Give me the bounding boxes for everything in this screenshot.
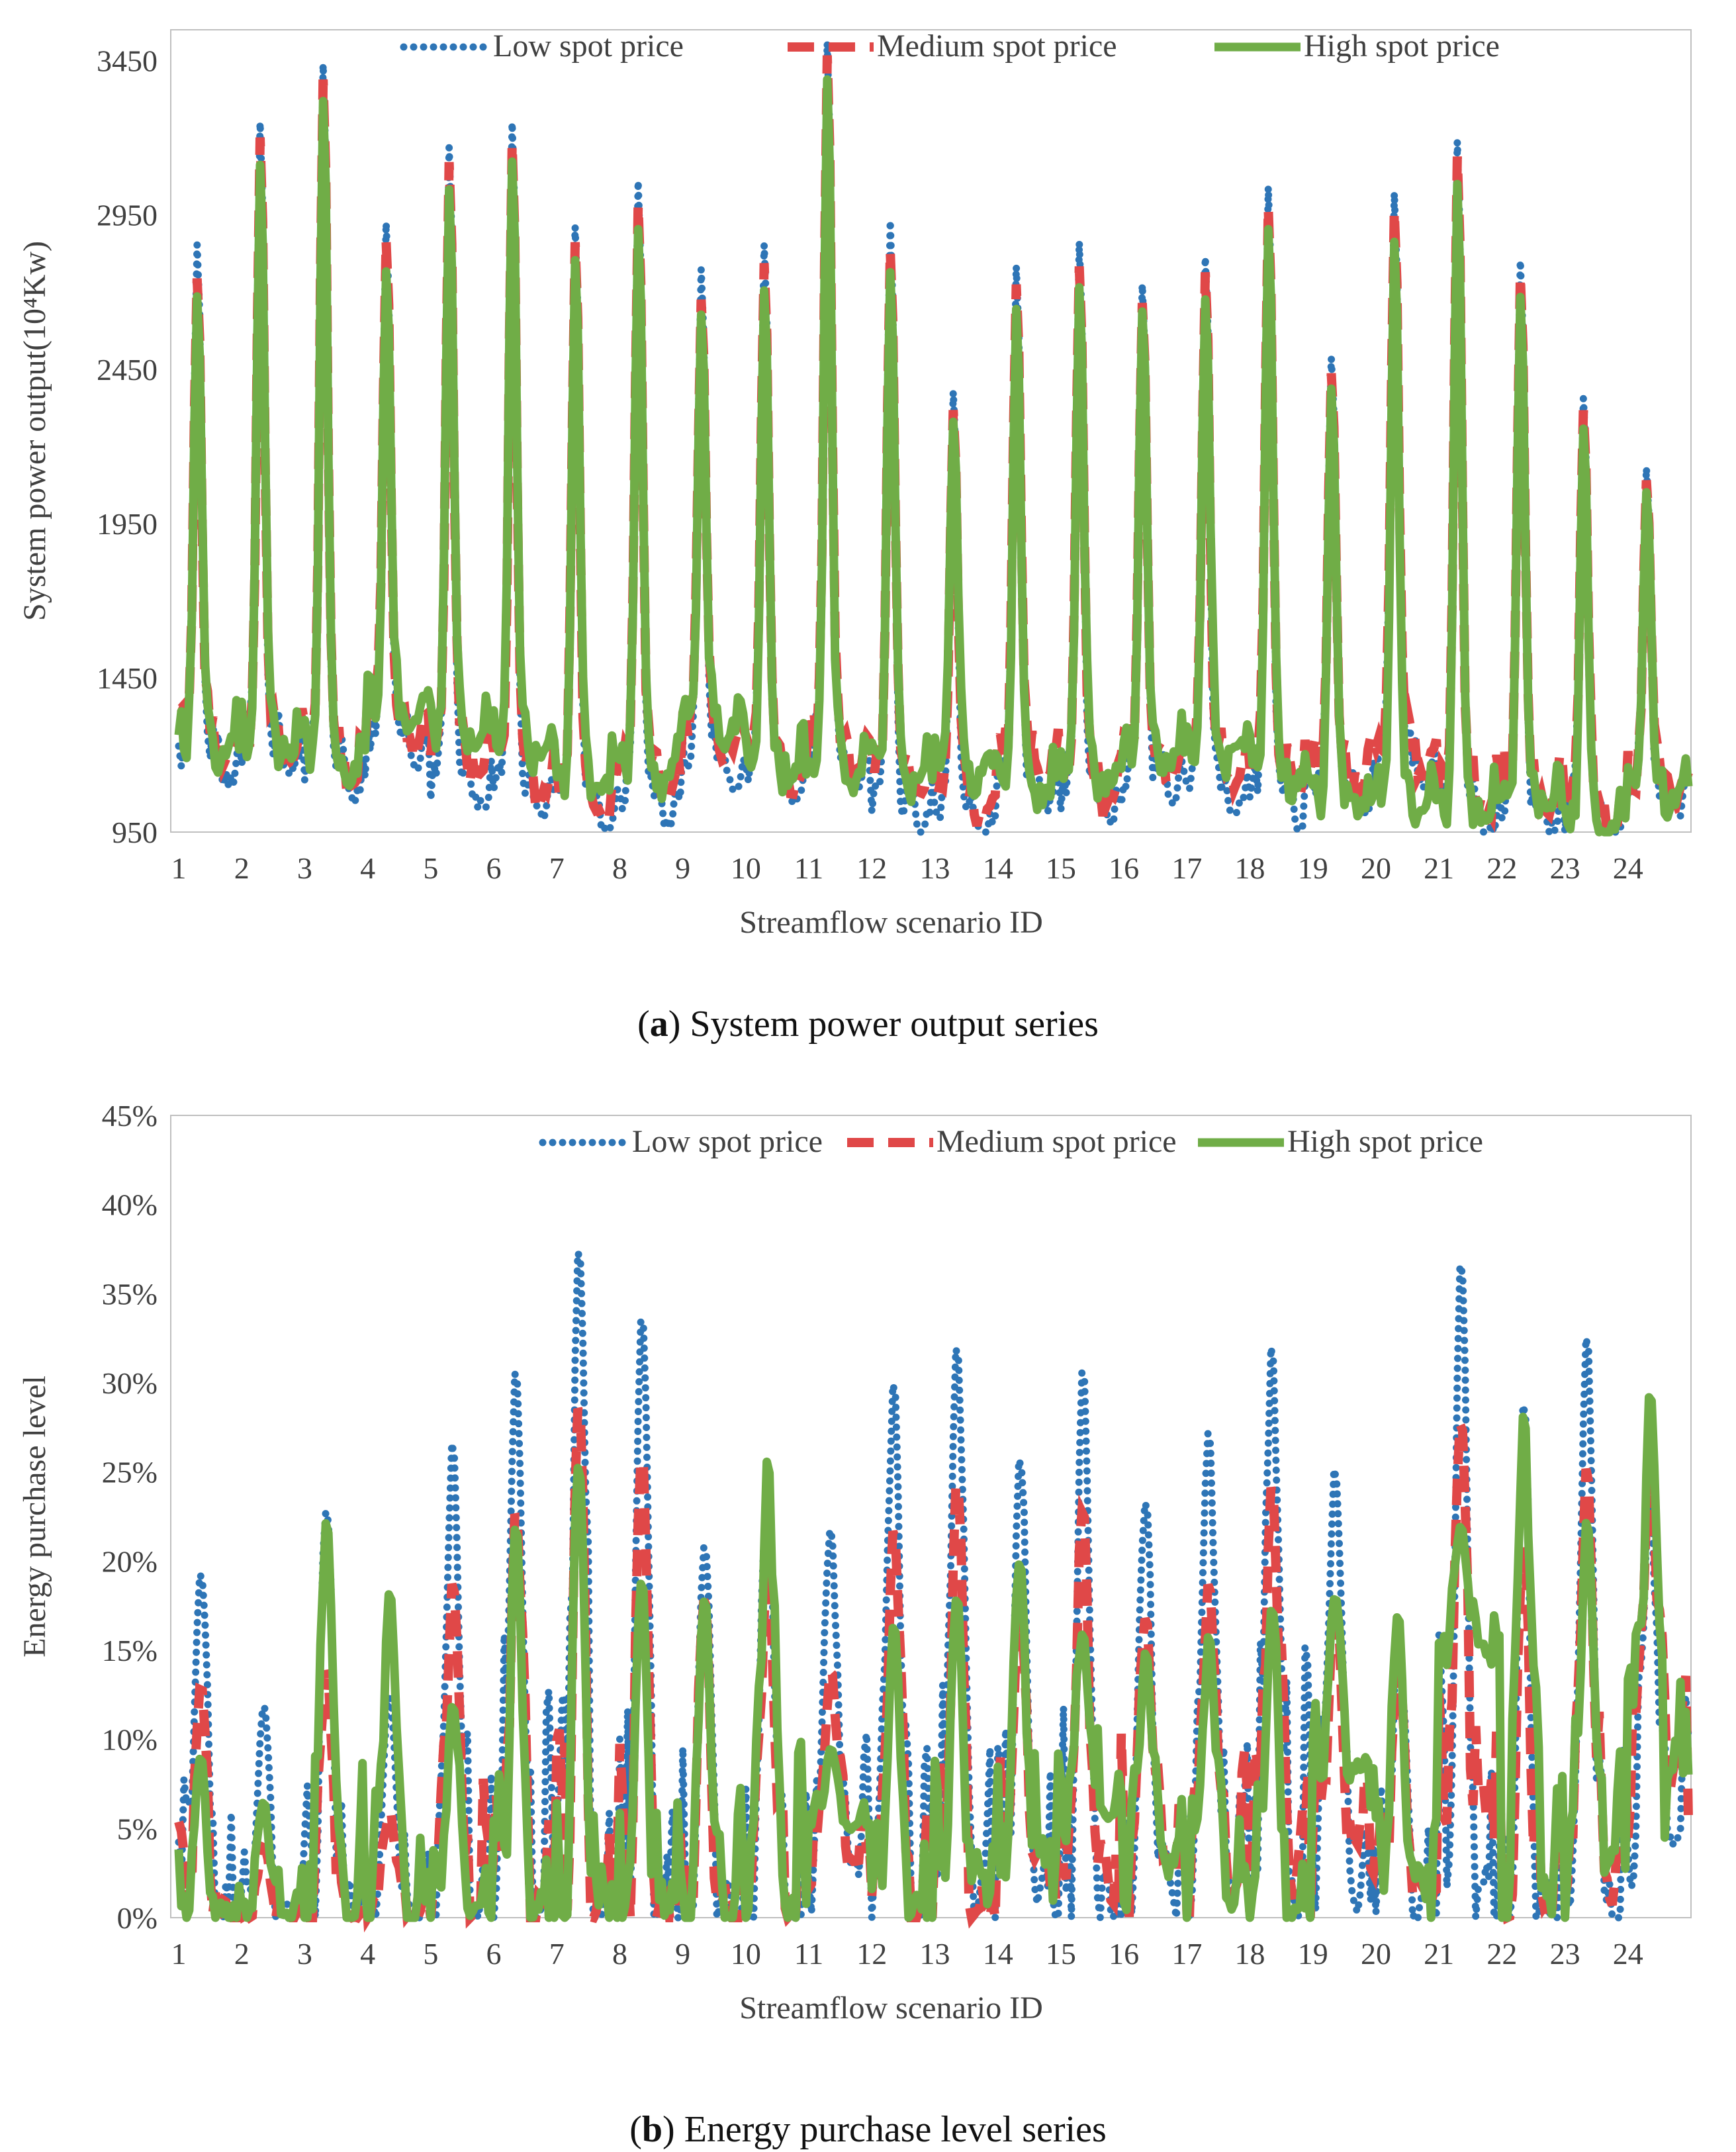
plot-frame: [170, 29, 1692, 833]
y-tick-label: 950: [112, 816, 158, 849]
x-tick-label: 21: [1424, 851, 1454, 885]
caption-a-letter: a: [649, 1004, 668, 1045]
x-tick-label: 16: [1109, 1937, 1139, 1971]
x-tick-label: 23: [1550, 851, 1580, 885]
x-tick-label: 6: [486, 851, 502, 885]
x-tick-label: 2: [234, 851, 250, 885]
x-tick-label: 15: [1046, 851, 1076, 885]
x-tick-label: 11: [794, 1937, 823, 1971]
legend-label-low: Low spot price: [493, 28, 684, 64]
y-tick-label: 0%: [117, 1901, 158, 1935]
x-tick-label: 19: [1298, 851, 1328, 885]
x-tick-label: 23: [1550, 1937, 1580, 1971]
y-tick-label: 40%: [102, 1188, 158, 1222]
y-tick-label: 20%: [102, 1544, 158, 1578]
x-tick-label: 17: [1171, 1937, 1202, 1971]
x-tick-label: 18: [1235, 1937, 1265, 1971]
y-tick-label: 45%: [102, 1099, 158, 1133]
series-high-spot-price-line: [174, 1393, 1693, 1922]
chart-b-svg: 0%5%10%15%20%25%30%35%40%45%1 2 3 4 5 6 7 8 9 10 1…: [17, 1099, 1693, 2026]
legend-label-medium: Medium spot price: [937, 1124, 1177, 1159]
x-tick-label: 24: [1613, 851, 1643, 885]
x-tick-label: 3: [297, 1937, 312, 1971]
y-axis-title: System power output(10⁴Kw): [17, 241, 52, 621]
x-tick-label: 13: [920, 851, 950, 885]
x-tick-label: 2: [234, 1937, 250, 1971]
legend-label-medium: Medium spot price: [877, 28, 1117, 64]
x-tick-label: 7: [549, 1937, 565, 1971]
y-tick-label: 10%: [102, 1723, 158, 1757]
x-tick-label: 15: [1046, 1937, 1076, 1971]
y-tick-label: 25%: [102, 1456, 158, 1489]
x-tick-label: 11: [794, 851, 823, 885]
x-tick-label: 7: [549, 851, 565, 885]
legend-label-high: High spot price: [1304, 28, 1500, 64]
x-tick-label: 16: [1109, 851, 1139, 885]
y-tick-label: 2950: [97, 199, 158, 232]
chart-energy-purchase-level: 0% 5% 10% 15% 20% 25% 30% 35% 40% 45% 1 2 3 4 5 6 7 8 9 10 1…: [0, 1086, 1736, 2052]
x-tick-label: 14: [983, 851, 1013, 885]
legend-label-high: High spot price: [1287, 1124, 1483, 1159]
caption-b-letter: b: [641, 2109, 663, 2150]
x-tick-label: 21: [1424, 1937, 1454, 1971]
x-tick-label: 10: [731, 851, 761, 885]
x-axis-title: Streamflow scenario ID: [739, 1990, 1043, 2026]
x-tick-label: 18: [1235, 851, 1265, 885]
y-tick-label: 1950: [97, 507, 158, 541]
y-tick-label: 30%: [102, 1366, 158, 1400]
y-axis-title: Energy purchase level: [17, 1376, 52, 1658]
x-tick-label: 5: [423, 851, 438, 885]
x-tick-label: 4: [360, 1937, 375, 1971]
caption-a: (a) System power output series: [637, 1004, 1099, 1045]
x-tick-label: 14: [983, 1937, 1013, 1971]
x-tick-label: 24: [1613, 1937, 1643, 1971]
x-tick-label: 10: [731, 1937, 761, 1971]
x-tick-label: 13: [920, 1937, 950, 1971]
legend-label-low: Low spot price: [632, 1124, 823, 1159]
caption-a-text: System power output series: [680, 1004, 1099, 1045]
series-high-spot-price-line: [174, 75, 1693, 837]
x-tick-label: 9: [675, 1937, 690, 1971]
x-tick-label: 20: [1361, 1937, 1391, 1971]
y-tick-label: 5%: [117, 1812, 158, 1846]
caption-b: (b) Energy purchase level series: [629, 2109, 1107, 2150]
chart-system-power-output: 950 1450 1950 2450 2950 3450 1 2 3 4 5 6 7 8 9 10 11 12 13…: [0, 0, 1736, 980]
x-tick-label: 17: [1171, 851, 1202, 885]
x-axis-title: Streamflow scenario ID: [739, 905, 1043, 940]
y-tick-label: 15%: [102, 1634, 158, 1667]
y-tick-label: 2450: [97, 353, 158, 387]
caption-b-text: Energy purchase level series: [674, 2109, 1107, 2150]
x-tick-label: 6: [486, 1937, 502, 1971]
x-tick-label: 19: [1298, 1937, 1328, 1971]
x-tick-label: 12: [856, 851, 887, 885]
y-tick-label: 35%: [102, 1277, 158, 1311]
x-tick-label: 3: [297, 851, 312, 885]
x-tick-label: 20: [1361, 851, 1391, 885]
x-tick-label: 8: [612, 851, 627, 885]
y-tick-label: 1450: [97, 661, 158, 695]
x-tick-label: 9: [675, 851, 690, 885]
y-tick-label: 3450: [97, 44, 158, 78]
x-tick-label: 4: [360, 851, 375, 885]
x-tick-label: 1: [171, 1937, 187, 1971]
x-tick-label: 5: [423, 1937, 438, 1971]
x-tick-label: 1: [171, 851, 187, 885]
x-tick-label: 12: [856, 1937, 887, 1971]
x-tick-label: 8: [612, 1937, 627, 1971]
x-tick-label: 22: [1486, 851, 1517, 885]
x-tick-label: 22: [1486, 1937, 1517, 1971]
